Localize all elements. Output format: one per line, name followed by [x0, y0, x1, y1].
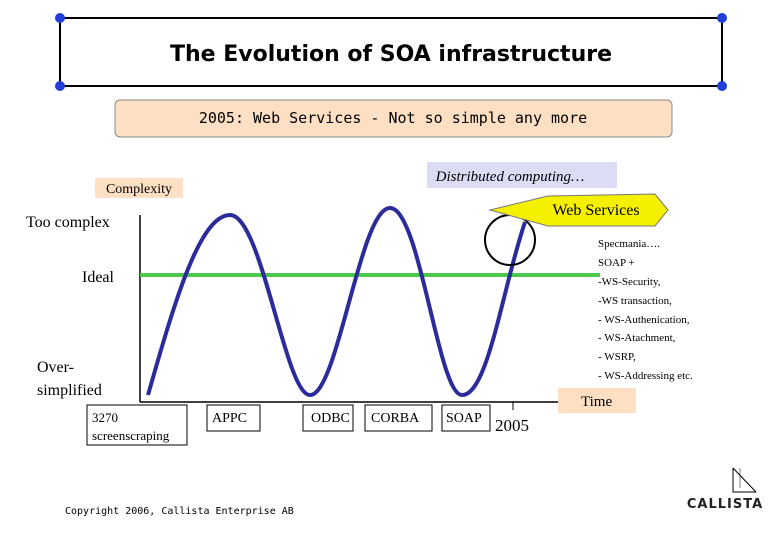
note: - WS-Authenication, [598, 314, 690, 326]
callout-box [427, 162, 617, 188]
era-label: ODBC [311, 411, 350, 426]
x-axis-label: Time [581, 394, 612, 410]
era-boxes [86, 404, 491, 446]
level-label: simplified [37, 382, 102, 399]
note: Specmania…. [598, 238, 660, 250]
note: - WS-Addressing etc. [598, 370, 693, 382]
level-label: Over- [37, 359, 74, 376]
title-box [59, 17, 723, 87]
notes: Specmania…. SOAP + -WS-Security, -WS tra… [598, 238, 693, 382]
level-label: Too complex [26, 214, 110, 231]
corner-dots [55, 13, 727, 91]
note: -WS-Security, [598, 276, 661, 288]
era-labels: 3270 screenscraping APPC ODBC CORBA SOAP [92, 410, 482, 443]
note: - WSRP, [598, 351, 636, 363]
highlight-label: Web Services [552, 202, 639, 219]
complexity-curve [146, 205, 527, 398]
level-label: Ideal [82, 269, 115, 286]
subtitle: 2005: Web Services - Not so simple any m… [199, 109, 587, 127]
note: SOAP + [598, 257, 635, 269]
era-label: SOAP [446, 411, 482, 426]
era-label: screenscraping [92, 428, 170, 443]
era-label: CORBA [371, 411, 420, 426]
copyright: Copyright 2006, Callista Enterprise AB [65, 506, 294, 517]
note: - WS-Atachment, [598, 332, 676, 344]
highlight-circle [484, 214, 536, 266]
highlight-banner [488, 193, 669, 227]
logo-text: CALLISTA [687, 497, 763, 512]
y-axis-label: Complexity [106, 182, 172, 197]
callout: Distributed computing… [435, 169, 585, 185]
title: The Evolution of SOA infrastructure [170, 42, 612, 67]
year-label: 2005 [495, 416, 529, 435]
note: -WS transaction, [598, 295, 672, 307]
era-label: APPC [212, 411, 247, 426]
subtitle-box [114, 99, 673, 138]
logo: CALLISTA [687, 467, 763, 512]
y-axis-label-box [95, 178, 183, 198]
x-axis-label-box [558, 388, 636, 413]
era-label: 3270 [92, 410, 118, 425]
